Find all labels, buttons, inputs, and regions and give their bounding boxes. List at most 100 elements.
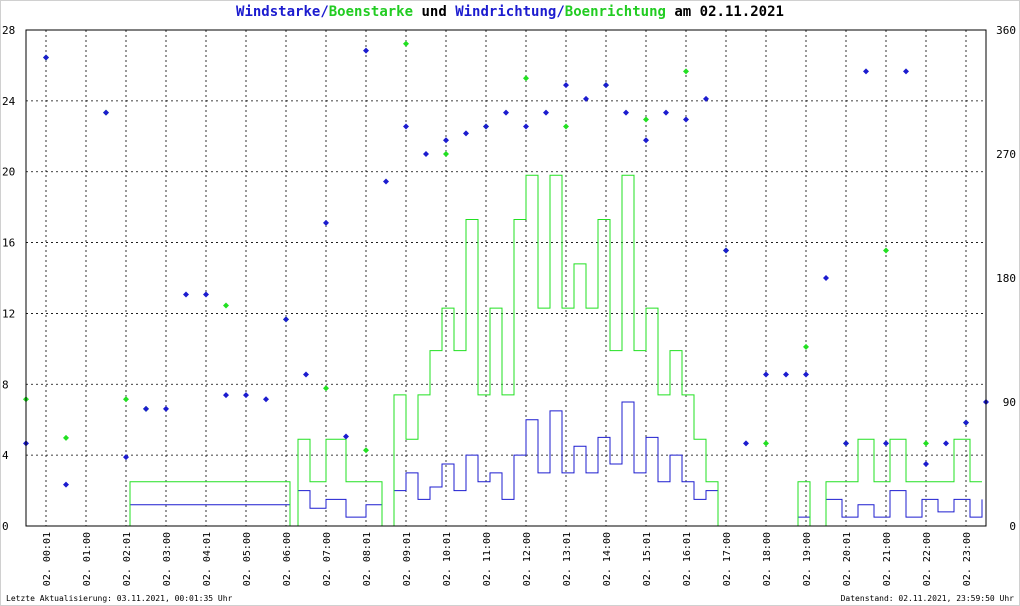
x-tick-label: 02. 00:01: [42, 532, 53, 586]
x-tick-label: 02. 11:00: [482, 532, 493, 586]
plot-border: [25, 29, 987, 527]
left-tick-label: 24: [2, 95, 16, 108]
title-boenstarke: Boenstarke: [328, 4, 414, 20]
point-boenrichtung: [363, 447, 369, 454]
x-tick-label: 02. 09:01: [402, 532, 413, 586]
x-tick-label: 02. 15:01: [642, 532, 653, 586]
left-tick-label: 20: [2, 166, 15, 179]
point-boenrichtung: [643, 116, 649, 123]
point-windrichtung: [43, 54, 49, 61]
left-tick-label: 8: [2, 378, 9, 391]
point-windrichtung: [963, 419, 969, 426]
footer-data-state: Datenstand: 02.11.2021, 23:59:50 Uhr: [840, 594, 1014, 603]
point-windrichtung: [223, 392, 229, 399]
point-windrichtung: [243, 392, 249, 399]
right-tick-label: 180: [996, 272, 1016, 285]
point-windrichtung: [663, 109, 669, 116]
point-windrichtung: [923, 461, 929, 467]
point-windrichtung: [623, 109, 629, 116]
title-slash-1: /: [320, 4, 329, 20]
x-tick-label: 02. 12:00: [522, 532, 533, 586]
x-tick-label: 02. 19:00: [802, 532, 813, 586]
title-boenrichtung: Boenrichtung: [564, 4, 666, 20]
x-tick-label: 02. 02:01: [122, 532, 133, 586]
point-windrichtung: [143, 405, 149, 412]
point-windrichtung: [483, 123, 489, 130]
x-tick-label: 02. 04:01: [202, 532, 213, 586]
point-windrichtung: [543, 109, 549, 116]
point-windrichtung: [123, 454, 129, 461]
left-tick-label: 12: [2, 307, 15, 320]
point-windrichtung: [943, 440, 949, 447]
left-tick-label: 16: [2, 237, 15, 250]
point-windrichtung: [163, 405, 169, 412]
title-date: am 02.11.2021: [665, 4, 784, 20]
point-boenrichtung: [403, 40, 409, 47]
point-windrichtung: [563, 82, 569, 89]
point-boenrichtung: [523, 75, 529, 82]
title-windstarke: Windstarke: [236, 4, 321, 20]
point-boenrichtung: [803, 343, 809, 350]
x-tick-label: 02. 05:00: [242, 532, 253, 586]
series-layer: [26, 174, 983, 527]
point-windrichtung: [763, 371, 769, 378]
title-windrichtung: Windrichtung: [455, 4, 557, 20]
point-windrichtung: [463, 130, 469, 137]
axis-layer: 0 4 8 12 16 20 24 28 0 90 180 270 360 02. 00:01 02. 01…: [2, 24, 1016, 586]
point-boenrichtung: [923, 440, 929, 447]
point-windrichtung: [743, 440, 749, 447]
x-tick-label: 02. 10:01: [442, 532, 453, 586]
point-windrichtung: [383, 178, 389, 185]
point-windrichtung: [903, 68, 909, 75]
series-windstarke: [26, 401, 983, 527]
point-boenrichtung: [563, 123, 569, 130]
point-windrichtung: [523, 123, 529, 130]
title-und: und: [413, 4, 456, 20]
point-windrichtung: [423, 151, 429, 157]
point-windrichtung: [63, 481, 69, 488]
point-windrichtung: [863, 68, 869, 75]
point-boenrichtung: [443, 151, 449, 157]
point-boenrichtung: [883, 247, 889, 254]
x-tick-label: 02. 22:00: [922, 532, 933, 586]
x-tick-label: 02. 14:00: [602, 532, 613, 586]
series-boenstarke: [26, 174, 982, 527]
point-windrichtung: [803, 371, 809, 378]
right-tick-label: 360: [996, 24, 1016, 37]
point-windrichtung: [883, 440, 889, 447]
point-windrichtung: [363, 47, 369, 54]
footer-last-update: Letzte Aktualisierung: 03.11.2021, 00:01…: [6, 594, 233, 603]
point-windrichtung: [103, 109, 109, 116]
x-tick-label: 02. 23:00: [962, 532, 973, 586]
point-boenrichtung: [123, 396, 129, 403]
point-windrichtung: [703, 95, 709, 102]
point-windrichtung: [583, 95, 589, 102]
x-tick-label: 02. 20:01: [842, 532, 853, 586]
title-slash-2: /: [556, 4, 565, 20]
point-windrichtung: [843, 440, 849, 447]
point-windrichtung: [403, 123, 409, 130]
right-tick-label: 270: [996, 148, 1016, 161]
x-tick-label: 02. 18:00: [762, 532, 773, 586]
left-tick-label: 0: [2, 520, 9, 533]
x-tick-label: 02. 08:01: [362, 532, 373, 586]
point-windrichtung: [503, 109, 509, 116]
x-tick-label: 02. 06:00: [282, 532, 293, 586]
x-tick-label: 02. 13:01: [562, 532, 573, 586]
grid-layer: [26, 30, 986, 526]
point-windrichtung: [183, 291, 189, 298]
left-tick-label: 4: [2, 449, 9, 462]
x-tick-label: 02. 01:00: [82, 532, 93, 586]
point-windrichtung: [263, 396, 269, 403]
point-windrichtung: [303, 371, 309, 378]
point-boenrichtung: [323, 385, 329, 392]
point-windrichtung: [643, 137, 649, 144]
point-windrichtung: [343, 433, 349, 440]
point-windrichtung: [783, 371, 789, 378]
point-windrichtung: [683, 116, 689, 123]
x-tick-label: 02. 07:00: [322, 532, 333, 586]
point-windrichtung: [283, 316, 289, 323]
right-tick-label: 0: [1009, 520, 1016, 533]
point-boenrichtung: [223, 302, 229, 309]
